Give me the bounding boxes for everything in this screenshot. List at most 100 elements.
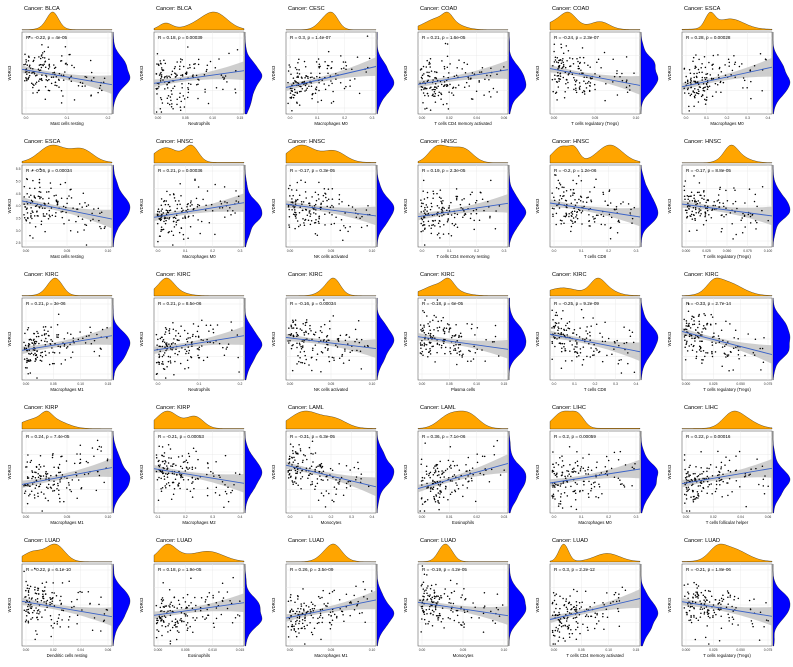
data-point xyxy=(33,497,36,499)
data-point xyxy=(558,502,560,505)
x-axis-label: Macrophages M1 xyxy=(314,653,348,658)
data-point xyxy=(197,83,199,85)
data-point xyxy=(573,467,575,469)
data-point xyxy=(37,332,39,335)
data-point xyxy=(593,186,596,189)
data-point xyxy=(698,323,701,325)
data-point xyxy=(90,79,93,81)
data-point xyxy=(700,340,703,343)
data-point xyxy=(450,609,452,612)
x-axis-label: Mast cells resting xyxy=(50,121,84,126)
data-point xyxy=(555,81,558,83)
top-density-curve xyxy=(681,144,773,164)
data-point xyxy=(340,476,343,479)
data-point xyxy=(215,617,218,620)
data-point xyxy=(690,334,693,337)
data-point xyxy=(89,602,91,605)
data-point xyxy=(178,339,180,342)
confidence-band xyxy=(682,458,772,488)
data-point xyxy=(554,92,557,95)
data-point xyxy=(318,181,320,184)
data-point xyxy=(593,627,596,630)
data-point xyxy=(427,332,430,335)
data-point xyxy=(288,342,290,344)
data-point xyxy=(463,626,465,628)
data-point xyxy=(300,348,303,350)
data-point xyxy=(594,481,596,483)
data-point xyxy=(304,77,306,79)
data-point xyxy=(41,510,43,512)
data-point xyxy=(602,215,605,218)
data-point xyxy=(684,358,687,361)
data-point xyxy=(560,367,563,370)
data-point xyxy=(305,209,308,211)
data-point xyxy=(176,607,178,609)
data-point xyxy=(466,610,469,612)
data-point xyxy=(463,588,465,590)
data-point xyxy=(234,472,237,474)
data-point xyxy=(565,189,568,192)
data-point xyxy=(333,359,335,361)
data-point xyxy=(593,83,596,86)
data-point xyxy=(57,617,60,619)
data-point xyxy=(186,359,189,361)
data-point xyxy=(309,467,311,469)
data-point xyxy=(472,209,475,212)
data-point xyxy=(732,369,734,371)
data-point xyxy=(698,210,701,212)
data-point xyxy=(575,600,578,603)
data-point xyxy=(711,209,713,212)
data-point xyxy=(495,607,498,609)
data-point xyxy=(90,95,92,97)
data-point xyxy=(721,496,723,498)
data-point xyxy=(422,330,424,332)
data-point xyxy=(431,94,434,97)
regression-line xyxy=(549,598,641,620)
data-point xyxy=(174,65,176,68)
data-point xyxy=(551,471,554,473)
data-point xyxy=(45,476,48,478)
regression-line xyxy=(417,601,509,617)
data-point xyxy=(685,494,688,496)
data-point xyxy=(696,72,698,75)
data-point xyxy=(178,631,180,634)
data-point xyxy=(169,448,172,450)
data-point xyxy=(763,336,765,339)
data-point xyxy=(691,315,693,317)
data-point xyxy=(442,342,445,345)
data-point xyxy=(575,616,578,618)
data-point xyxy=(98,87,101,89)
data-point xyxy=(717,602,720,605)
data-point xyxy=(312,347,314,349)
x-tick-label: 0.1 xyxy=(65,116,70,120)
data-point xyxy=(699,608,702,610)
data-point xyxy=(25,58,27,61)
data-point xyxy=(84,223,86,226)
data-point xyxy=(429,353,432,355)
data-point xyxy=(187,82,190,85)
x-tick-label: 0.0 xyxy=(24,116,29,120)
data-point xyxy=(157,630,160,633)
confidence-band xyxy=(682,57,772,91)
data-point xyxy=(304,191,307,193)
data-point xyxy=(308,606,310,608)
data-point xyxy=(698,332,700,334)
data-point xyxy=(204,88,206,91)
data-point xyxy=(340,55,342,57)
data-point xyxy=(43,590,46,592)
data-point xyxy=(443,327,446,329)
data-point xyxy=(168,329,170,332)
data-point xyxy=(170,348,172,350)
data-point xyxy=(47,67,50,70)
data-point xyxy=(218,58,220,60)
data-point xyxy=(27,344,30,347)
data-point xyxy=(443,85,446,87)
data-point xyxy=(318,471,321,473)
data-point xyxy=(345,487,348,489)
data-point xyxy=(420,68,423,70)
data-point xyxy=(298,622,300,625)
data-point xyxy=(194,610,197,612)
data-point xyxy=(345,68,347,70)
data-point xyxy=(197,219,199,221)
